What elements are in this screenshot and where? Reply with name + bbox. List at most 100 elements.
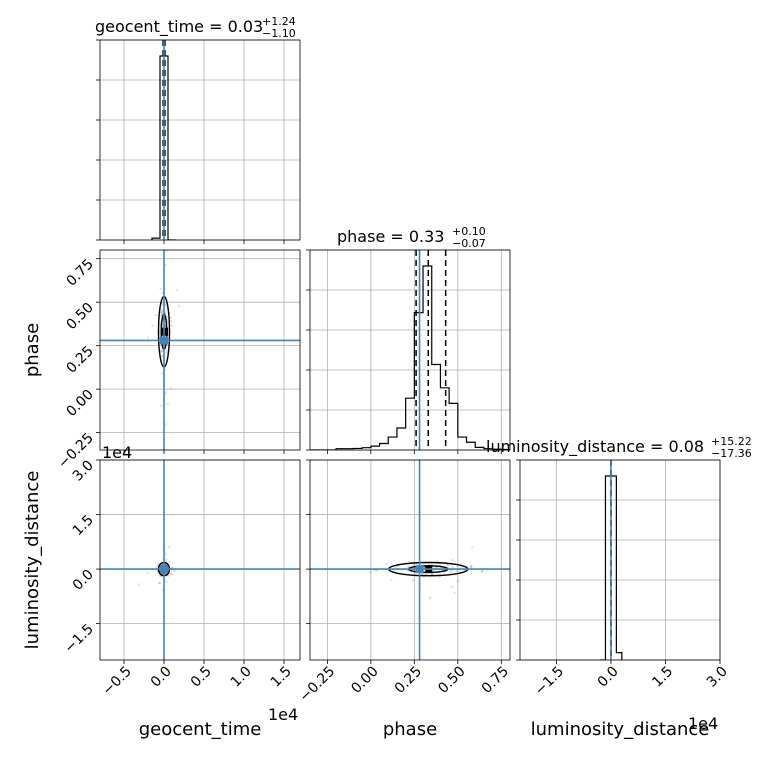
x-tick-label: −0.25	[297, 664, 339, 706]
sample-point	[438, 575, 441, 579]
x-tick-label: 0.0	[148, 664, 175, 691]
sample-point	[146, 571, 149, 575]
sample-point	[146, 336, 150, 339]
x-tick-label: 0.50	[435, 664, 468, 697]
sample-point	[420, 572, 424, 575]
truth-marker	[415, 565, 424, 574]
offset-geocent-time-x: 1e4	[268, 705, 298, 724]
sample-point	[159, 404, 163, 407]
sample-point	[456, 579, 460, 583]
sample-point	[480, 570, 483, 573]
panel-frame	[309, 249, 511, 451]
sample-point	[165, 250, 169, 252]
title-geocent-time-minus: −1.10	[262, 27, 296, 40]
sample-point	[158, 581, 161, 585]
offset-luminosity-distance-y: 1e4	[102, 443, 132, 462]
panel-frame	[309, 459, 511, 661]
sample-point	[160, 349, 163, 353]
histogram-luminosity_distance	[600, 475, 623, 660]
title-geocent-time: geocent_time = 0.03	[95, 17, 263, 37]
sample-point	[169, 319, 173, 323]
sample-point	[173, 569, 177, 573]
y-tick-label: 0.50	[63, 300, 96, 333]
sample-point	[170, 324, 174, 328]
sample-point	[469, 564, 473, 567]
panel-geocent_time-vs-geocent_time	[96, 39, 301, 244]
sample-point	[390, 578, 393, 581]
sample-point	[471, 546, 474, 549]
sample-point	[170, 573, 174, 576]
title-phase: phase = 0.33	[337, 227, 444, 246]
title-luminosity-distance-plus: +15.22	[711, 435, 752, 448]
panel-luminosity_distance-vs-geocent_time: −0.5 0.0 0.5 1.0 1.5−1.50.01.53.0	[61, 458, 301, 699]
sample-point	[421, 572, 424, 576]
sample-point	[166, 315, 169, 319]
sample-point	[453, 591, 456, 595]
panel-content	[100, 460, 300, 660]
sample-point	[159, 310, 163, 314]
y-tick-label: 0.75	[63, 256, 96, 289]
panel-frame	[519, 459, 721, 661]
panel-content	[305, 460, 510, 660]
sample-point	[168, 560, 171, 564]
sample-point	[411, 579, 415, 582]
y-tick-label: 1.5	[70, 512, 97, 539]
sample-point	[448, 571, 452, 575]
title-luminosity-distance: luminosity_distance = 0.08	[486, 437, 704, 457]
sample-point	[165, 351, 169, 354]
sample-point	[166, 402, 169, 405]
panel-phase-vs-phase	[306, 249, 511, 454]
sample-point	[161, 372, 164, 376]
sample-point	[178, 304, 181, 308]
panel-phase-vs-geocent_time: −0.250.000.250.500.75	[55, 249, 301, 472]
x-tick-label: −1.5	[532, 664, 567, 699]
sample-point	[166, 461, 168, 463]
truth-marker	[160, 565, 168, 574]
histogram-phase	[310, 265, 510, 450]
y-tick-label: 0.00	[63, 387, 96, 420]
truth-marker	[160, 336, 168, 345]
sample-point	[470, 566, 473, 569]
panel-content	[100, 250, 300, 463]
sample-point	[406, 569, 409, 573]
sample-point	[160, 349, 163, 353]
sample-point	[305, 565, 307, 567]
sample-point	[161, 302, 164, 305]
panel-content	[151, 40, 176, 240]
plot-layer: −0.250.000.250.500.75−0.5 0.0 0.5 1.0 1.5−1.…	[55, 39, 731, 706]
xlabel-phase: phase	[383, 719, 437, 740]
sample-point	[455, 570, 459, 573]
x-tick-label: 0.00	[348, 664, 381, 697]
histogram-geocent_time	[151, 55, 176, 240]
xlabel-geocent-time: geocent_time	[139, 719, 262, 740]
x-tick-label: 3.0	[704, 664, 731, 691]
title-phase-plus: +0.10	[452, 225, 486, 238]
sample-point	[459, 566, 463, 569]
sample-point	[137, 583, 140, 586]
panel-content	[310, 250, 510, 450]
y-tick-label: 0.0	[70, 567, 97, 594]
panel-luminosity_distance-vs-phase: −0.25 0.00 0.25 0.50 0.75	[297, 459, 512, 706]
sample-point	[166, 574, 170, 578]
sample-point	[155, 314, 158, 317]
sample-point	[151, 324, 154, 328]
sample-point	[158, 581, 162, 585]
x-tick-label: −0.5	[99, 664, 134, 699]
x-tick-label: 1.5	[649, 664, 676, 691]
y-tick-label: −1.5	[61, 621, 96, 656]
x-tick-label: 0.0	[595, 664, 622, 691]
sample-point	[160, 291, 164, 295]
sample-point	[164, 423, 167, 426]
title-luminosity-distance-minus: −17.36	[711, 447, 752, 460]
sample-point	[164, 391, 168, 394]
sample-point	[159, 575, 162, 578]
sample-point	[165, 558, 168, 561]
sample-point	[169, 316, 172, 319]
sample-point	[165, 349, 168, 352]
sample-point	[394, 565, 397, 569]
sample-point	[451, 558, 454, 562]
y-tick-label: 0.25	[63, 343, 96, 376]
sample-point	[422, 576, 426, 579]
sample-point	[164, 303, 167, 306]
panel-luminosity_distance-vs-luminosity_distance: −1.5 0.0 1.5 3.0	[516, 459, 731, 699]
